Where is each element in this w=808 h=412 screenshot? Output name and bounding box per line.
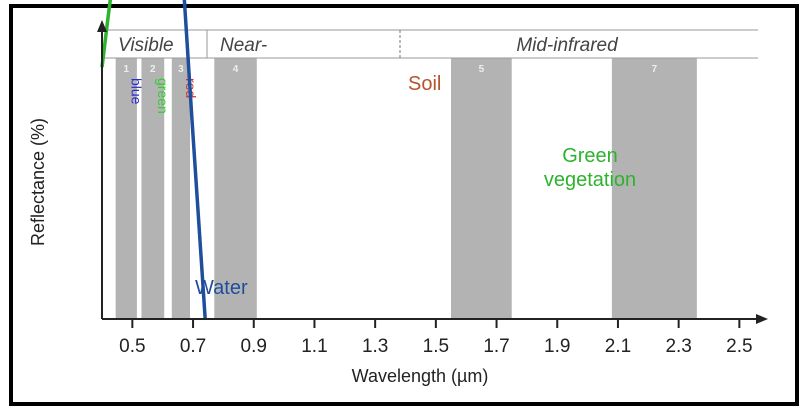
x-tick-label: 0.5: [119, 336, 145, 357]
region-label-1: Near-: [220, 35, 267, 56]
spectral-band-7: [611, 58, 697, 319]
region-header: Visible Near- Mid-infrared: [102, 29, 758, 59]
outer-border: [9, 4, 799, 406]
x-tick-label: 0.7: [180, 336, 206, 357]
x-tick-label: 2.5: [726, 336, 752, 357]
x-tick-label: 0.9: [241, 336, 267, 357]
spectral-band-3: [171, 58, 191, 319]
spectral-band-4: [214, 58, 257, 319]
band-number-5: 5: [479, 64, 485, 75]
x-tick-label: 1.1: [301, 336, 327, 357]
band-number-4: 4: [233, 64, 239, 75]
x-tick-label: 1.9: [544, 336, 570, 357]
x-tick-label: 1.7: [483, 336, 509, 357]
x-tick-label: 2.3: [665, 336, 691, 357]
band-number-1: 1: [123, 64, 129, 75]
vegetation-annotation-line1: Green: [562, 145, 618, 167]
axes: 0.50.70.91.11.31.51.71.92.12.32.51020304…: [97, 20, 768, 357]
soil-annotation: Soil: [408, 73, 441, 95]
x-tick-label: 1.5: [423, 336, 449, 357]
spectral-band-5: [451, 58, 512, 319]
x-axis-label: Wavelength (µm): [352, 366, 489, 386]
series-line-green-vegetation: [100, 0, 112, 68]
band-name-green: green: [155, 78, 171, 114]
band-number-7: 7: [652, 64, 658, 75]
spectral-band-1: [115, 58, 137, 319]
spectral-band-2: [141, 58, 165, 319]
band-number-3: 3: [178, 64, 184, 75]
y-axis-arrow: [97, 20, 107, 32]
water-annotation: Water: [195, 277, 248, 299]
series-line-water: [182, 0, 207, 320]
region-label-0: Visible: [118, 35, 174, 56]
band-name-blue: blue: [128, 78, 144, 105]
series-lines: [100, 0, 207, 320]
x-tick-label: 2.1: [605, 336, 631, 357]
region-label-2: Mid-infrared: [516, 35, 619, 56]
x-tick-label: 1.3: [362, 336, 388, 357]
x-axis-arrow: [756, 314, 768, 324]
y-axis-label: Reflectance (%): [28, 118, 48, 246]
vegetation-annotation-line2: vegetation: [544, 169, 636, 191]
band-number-2: 2: [150, 64, 156, 75]
